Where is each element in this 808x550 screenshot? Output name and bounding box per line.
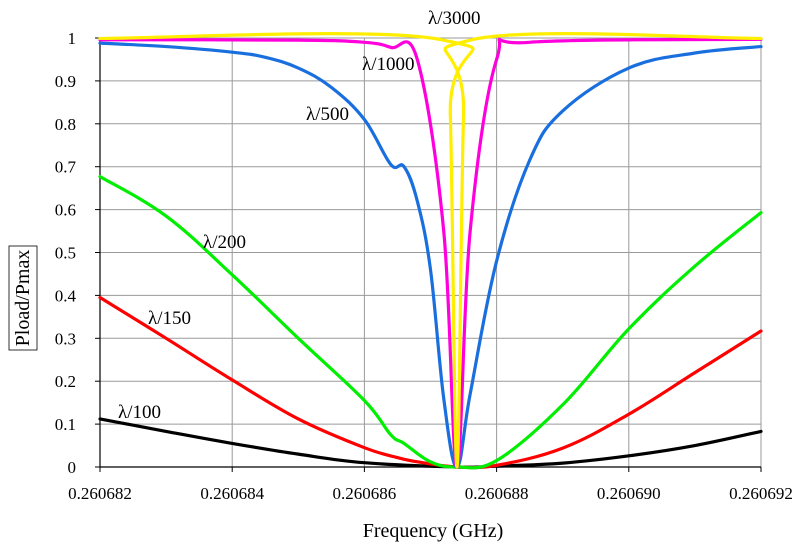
y-axis-title-box: Pload/Pmax <box>8 245 38 351</box>
series-line <box>98 32 763 469</box>
series-label: λ/200 <box>203 232 246 253</box>
y-axis-title: Pload/Pmax <box>12 250 34 347</box>
y-tick-label: 0.7 <box>55 158 77 177</box>
y-tick-label: 0 <box>68 458 77 477</box>
series-label: λ/3000 <box>428 8 481 29</box>
y-tick-label: 1 <box>68 29 77 48</box>
x-tick-label: 0.260684 <box>200 484 264 503</box>
series-label: λ/150 <box>148 308 191 329</box>
series-label: λ/100 <box>118 402 161 423</box>
x-tick-label: 0.260688 <box>465 484 529 503</box>
series-label: λ/500 <box>306 104 349 125</box>
y-tick-label: 0.8 <box>55 115 76 134</box>
x-tick-label: 0.260686 <box>333 484 397 503</box>
series-line <box>98 174 763 470</box>
y-tick-label: 0.5 <box>55 244 76 263</box>
y-tick-label: 0.2 <box>55 372 76 391</box>
series-line <box>98 41 763 469</box>
x-tick-label: 0.260690 <box>597 484 661 503</box>
series-line <box>98 295 763 470</box>
x-tick-label: 0.260682 <box>68 484 132 503</box>
series-line <box>98 417 763 469</box>
y-tick-label: 0.4 <box>55 286 77 305</box>
series-lines <box>98 32 763 470</box>
x-axis-title: Frequency (GHz) <box>363 520 504 542</box>
series-line <box>98 37 763 469</box>
series-label: λ/1000 <box>362 54 415 75</box>
x-tick-label: 0.260692 <box>729 484 793 503</box>
grid <box>100 37 762 467</box>
series-labels: λ/100 λ/150 λ/200 λ/500 λ/1000 λ/3000 <box>118 8 481 423</box>
y-tick-label: 0.1 <box>55 415 76 434</box>
y-tick-label: 0.6 <box>55 201 76 220</box>
y-tick-label: 0.3 <box>55 329 76 348</box>
y-tick-label: 0.9 <box>55 72 76 91</box>
tick-labels: 0 0.1 0.2 0.3 0.4 0.5 0.6 0.7 0.8 0.9 1 0.260682 0.2… <box>55 29 793 503</box>
